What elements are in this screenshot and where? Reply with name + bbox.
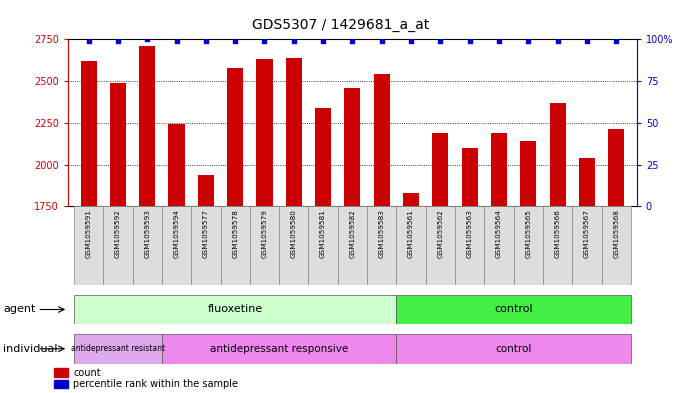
Bar [396, 334, 631, 364]
Point [259, 38, 270, 44]
Text: GSM1059561: GSM1059561 [408, 209, 414, 257]
Bar [286, 58, 302, 206]
Text: individual: individual [3, 344, 58, 354]
Bar [257, 59, 272, 206]
Bar [279, 206, 308, 285]
Text: GSM1059594: GSM1059594 [174, 209, 180, 257]
Point [582, 38, 592, 44]
Bar [139, 46, 155, 206]
Bar [396, 295, 631, 324]
Text: GSM1059577: GSM1059577 [203, 209, 209, 257]
Bar [550, 103, 566, 206]
Point [377, 38, 387, 44]
Bar [54, 368, 68, 377]
Bar [162, 334, 396, 364]
Text: GSM1059591: GSM1059591 [86, 209, 92, 257]
Point [552, 38, 563, 44]
Bar [227, 68, 243, 206]
Bar [133, 206, 162, 285]
Bar [110, 83, 126, 206]
Bar [396, 206, 426, 285]
Text: GSM1059564: GSM1059564 [496, 209, 502, 257]
Bar [197, 175, 214, 206]
Text: control: control [496, 344, 532, 354]
Text: antidepressant resistant: antidepressant resistant [71, 344, 165, 353]
Bar [367, 206, 396, 285]
Point [288, 38, 299, 44]
Bar [80, 61, 97, 206]
Point [229, 38, 240, 44]
Point [83, 38, 94, 44]
Text: GSM1059568: GSM1059568 [613, 209, 619, 257]
Text: GSM1059579: GSM1059579 [262, 209, 268, 257]
Bar [74, 206, 104, 285]
Text: antidepressant responsive: antidepressant responsive [210, 344, 348, 354]
Bar [455, 206, 484, 285]
Bar [104, 206, 133, 285]
Bar [520, 141, 537, 206]
Text: GSM1059583: GSM1059583 [379, 209, 385, 257]
Text: GSM1059566: GSM1059566 [554, 209, 560, 257]
Point [611, 38, 622, 44]
Bar [426, 206, 455, 285]
Text: GSM1059592: GSM1059592 [115, 209, 121, 257]
Text: GSM1059582: GSM1059582 [349, 209, 355, 257]
Text: agent: agent [3, 305, 36, 314]
Bar [74, 334, 162, 364]
Bar [543, 206, 572, 285]
Point [464, 38, 475, 44]
Text: GDS5307 / 1429681_a_at: GDS5307 / 1429681_a_at [252, 18, 429, 32]
Text: fluoxetine: fluoxetine [208, 305, 263, 314]
Point [317, 38, 328, 44]
Bar [403, 193, 419, 206]
Text: GSM1059593: GSM1059593 [144, 209, 151, 257]
Text: percentile rank within the sample: percentile rank within the sample [73, 379, 238, 389]
Point [142, 36, 153, 42]
Bar [54, 380, 68, 388]
Text: control: control [494, 305, 533, 314]
Text: GSM1059581: GSM1059581 [320, 209, 326, 257]
Point [406, 38, 417, 44]
Bar [345, 88, 360, 206]
Point [112, 38, 123, 44]
Text: GSM1059567: GSM1059567 [584, 209, 590, 257]
Point [435, 38, 446, 44]
Bar [162, 206, 191, 285]
Point [200, 38, 211, 44]
Point [347, 38, 358, 44]
Text: GSM1059580: GSM1059580 [291, 209, 297, 257]
Bar [250, 206, 279, 285]
Bar [513, 206, 543, 285]
Text: count: count [73, 367, 101, 378]
Bar [491, 133, 507, 206]
Bar [168, 125, 185, 206]
Bar [601, 206, 631, 285]
Bar [74, 295, 396, 324]
Bar [462, 148, 478, 206]
Bar [579, 158, 595, 206]
Text: GSM1059578: GSM1059578 [232, 209, 238, 257]
Bar [484, 206, 513, 285]
Bar [221, 206, 250, 285]
Bar [191, 206, 221, 285]
Bar [315, 108, 331, 206]
Point [171, 38, 182, 44]
Bar [608, 130, 624, 206]
Bar [308, 206, 338, 285]
Bar [374, 74, 390, 206]
Point [494, 38, 505, 44]
Text: GSM1059562: GSM1059562 [437, 209, 443, 257]
Bar [432, 133, 448, 206]
Bar [572, 206, 601, 285]
Point [523, 38, 534, 44]
Text: GSM1059563: GSM1059563 [466, 209, 473, 257]
Text: GSM1059565: GSM1059565 [525, 209, 531, 257]
Bar [338, 206, 367, 285]
